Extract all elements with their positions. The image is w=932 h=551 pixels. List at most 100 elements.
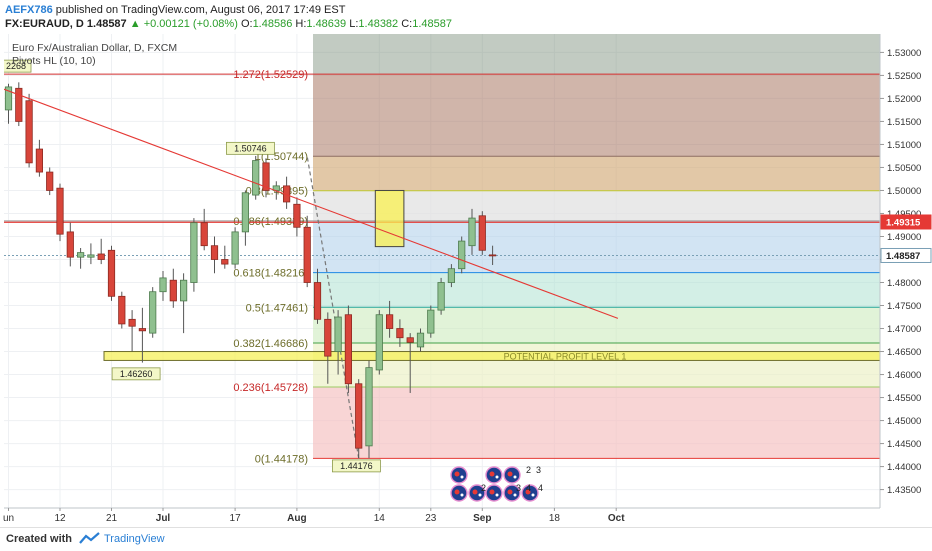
candle-body (344, 314, 353, 385)
profit-level-label: POTENTIAL PROFIT LEVEL 1 (504, 351, 627, 361)
candle (97, 238, 105, 265)
y-axis-tick-label: 1.47500 (887, 301, 921, 312)
event-flag-dot (489, 471, 495, 477)
symbol-label[interactable]: FX:EURAUD, D (5, 18, 84, 30)
candle (179, 273, 188, 334)
candle (447, 264, 456, 288)
candle-body (87, 254, 95, 258)
candle-body (200, 222, 208, 247)
change-arrow-icon: ▲ (129, 18, 141, 30)
fib-zone (313, 342, 880, 388)
price-chart[interactable]: 1.272(1.52529)1(1.50744)0.8(1.49395)0.78… (0, 0, 932, 527)
candle (313, 268, 322, 324)
pivot-low-label-2: 1.44176 (331, 459, 381, 473)
fib-level-label: 1.272(1.52529) (233, 69, 308, 81)
author-link[interactable]: AEFX786 (5, 4, 53, 16)
fib-level-label: 0.236(1.45728) (233, 382, 308, 394)
event-flag-star (495, 493, 499, 497)
candle-body (303, 226, 311, 283)
target-box (374, 189, 405, 248)
y-axis-tick-label: 1.50500 (887, 163, 921, 174)
fib-zone (313, 220, 880, 273)
candle-body (458, 240, 466, 270)
y-axis-tick-label: 1.51500 (887, 117, 921, 128)
candle-body (478, 215, 486, 251)
fib-anchor-line (306, 156, 360, 459)
price-axis-label: 1.48587 (880, 247, 932, 263)
candle-body (35, 148, 44, 173)
y-axis-tick-label: 1.43500 (887, 485, 921, 496)
x-axis-tick-label: 17 (230, 513, 242, 524)
fib-zone (313, 190, 880, 221)
x-axis-tick-label: 12 (54, 513, 66, 524)
candle (15, 82, 23, 127)
x-axis-tick-label: 18 (549, 513, 561, 524)
candle-body (25, 100, 33, 164)
candle (46, 167, 54, 196)
candle-body (46, 171, 54, 191)
pivot-label-text: 1.46260 (120, 369, 153, 379)
fib-level-label: 0.5(1.47461) (246, 302, 308, 314)
event-flag-dot (525, 489, 531, 495)
candle (107, 245, 116, 301)
candle-body (107, 249, 116, 297)
y-axis-tick-label: 1.49000 (887, 232, 921, 243)
candle-body (15, 87, 23, 122)
pivot-label-box (4, 59, 32, 73)
pivot-high-label-2: 1.50746 (225, 141, 275, 155)
candle-body (56, 187, 64, 235)
candle (210, 236, 219, 274)
tradingview-brand-link[interactable]: TradingView (104, 533, 165, 545)
candle-body (375, 314, 383, 371)
candle (293, 197, 301, 237)
event-flag-icon (450, 484, 468, 502)
event-flag-star (495, 475, 499, 479)
event-markers: 2 32 3 4 4 (450, 465, 543, 502)
candle-body (355, 383, 363, 449)
pivot-label-box (225, 141, 275, 155)
fib-level-label: 0.8(1.49395) (246, 186, 308, 198)
chart-title: Euro Fx/Australian Dollar, D, FXCM (12, 42, 177, 54)
event-count-label: 2 (526, 465, 531, 475)
high-value: 1.48639 (306, 18, 347, 30)
event-count-label: 3 (536, 465, 541, 475)
event-flag-icon (450, 466, 468, 484)
price-axis-label-box (880, 247, 932, 263)
candle-body (241, 192, 249, 233)
high-label: H: (295, 18, 307, 30)
candle (385, 300, 394, 338)
y-axis-tick-label: 1.49500 (887, 209, 921, 220)
price-axis-label-text: 1.48587 (886, 251, 920, 262)
candle-body (66, 231, 74, 258)
fib-zone (313, 307, 880, 343)
candle-body (447, 268, 456, 283)
event-flag-star (513, 475, 517, 479)
x-axis-tick-label: 14 (374, 513, 386, 524)
pivot-high-label-1: 2268 (4, 59, 32, 73)
y-axis-tick-label: 1.53000 (887, 48, 921, 59)
event-flag-dot (507, 489, 513, 495)
candle (35, 139, 44, 177)
x-axis: un 12 21 Jul 17 Aug 14 23 Sep 18 Oct (3, 508, 625, 524)
y-axis-tick-label: 1.45000 (887, 416, 921, 427)
tradingview-logo-icon (79, 532, 100, 544)
y-axis-tick-label: 1.52500 (887, 71, 921, 82)
candle (488, 245, 497, 266)
header-line-2: FX:EURAUD, D 1.48587 ▲ +0.00121 (+0.08%)… (5, 18, 452, 30)
event-count-label: 4 (526, 483, 531, 493)
event-flag-star (513, 493, 517, 497)
y-axis-tick-label: 1.52000 (887, 94, 921, 105)
candle-body (488, 254, 497, 257)
candle (77, 247, 85, 269)
candle (478, 211, 486, 255)
candle (303, 215, 311, 288)
created-with-label: Created with (6, 533, 73, 545)
candle-body (97, 253, 105, 260)
candle-body (128, 318, 136, 327)
fib-level-label: 0(1.44178) (255, 453, 308, 465)
y-axis-tick-label: 1.47000 (887, 324, 921, 335)
candle (375, 310, 383, 375)
candle (66, 222, 74, 267)
candle (324, 312, 332, 384)
candle-body (77, 252, 85, 258)
